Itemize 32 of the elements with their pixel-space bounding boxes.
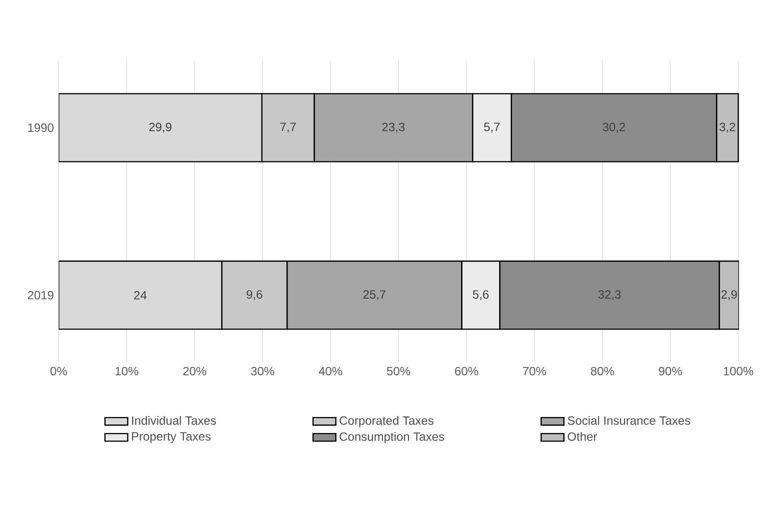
data-label: 5,7 xyxy=(484,122,500,132)
data-label: 32,3 xyxy=(598,290,621,300)
legend-label: Social Insurance Taxes xyxy=(568,416,690,425)
x-tick-label: 10% xyxy=(116,366,138,376)
x-tick-label: 30% xyxy=(251,366,274,376)
x-tick-label: 100% xyxy=(724,366,754,376)
x-tick-label: 80% xyxy=(590,366,614,376)
legend-label: Other xyxy=(568,432,598,441)
legend-label: Consumption Taxes xyxy=(340,432,444,444)
data-label: 30,2 xyxy=(602,122,626,133)
x-tick-label: 0% xyxy=(50,366,67,376)
data-label: 9,6 xyxy=(246,290,262,300)
legend-label: Corporated Taxes xyxy=(340,416,434,428)
x-tick-label: 70% xyxy=(523,366,546,376)
bar xyxy=(716,92,739,162)
data-label: 5,6 xyxy=(472,290,489,300)
legend-label: Property Taxes xyxy=(132,432,211,443)
x-tick-label: 50% xyxy=(386,366,410,376)
x-tick-label: 20% xyxy=(183,366,206,376)
x-tick-label: 40% xyxy=(318,366,342,376)
y-tick-label: 1990 xyxy=(28,123,54,132)
y-tick-label: 2019 xyxy=(28,290,54,300)
data-label: 23,3 xyxy=(382,122,405,133)
data-label: 29,9 xyxy=(149,122,172,133)
x-tick-label: 60% xyxy=(455,366,478,376)
x-tick-label: 90% xyxy=(658,366,682,376)
legend-label: Individual Taxes xyxy=(132,416,216,425)
data-label: 3,2 xyxy=(720,122,736,133)
data-label: 25,7 xyxy=(363,290,386,300)
data-label: 7,7 xyxy=(280,122,296,132)
data-label: 24 xyxy=(134,290,147,300)
data-label: 2,9 xyxy=(721,290,737,300)
